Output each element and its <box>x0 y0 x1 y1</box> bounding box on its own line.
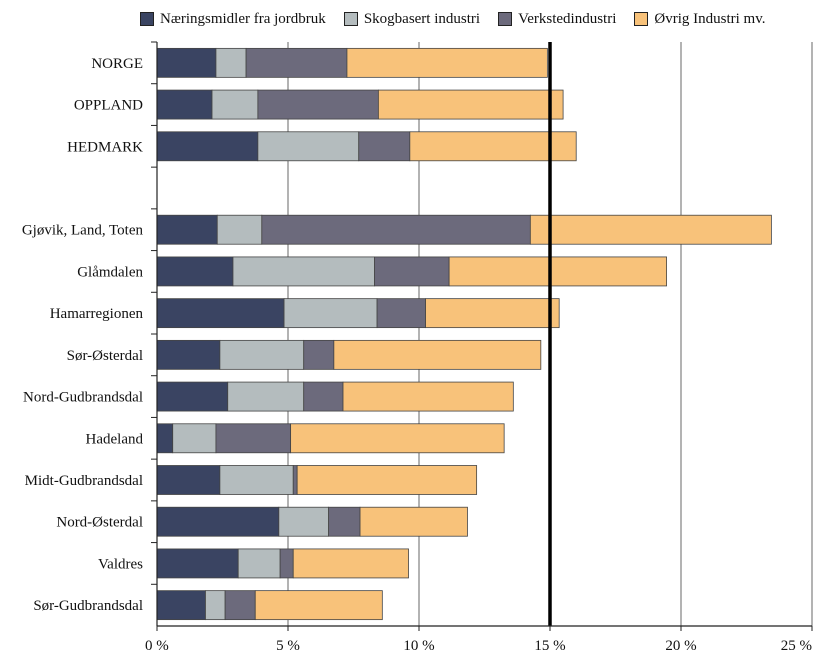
bar-segment <box>374 256 450 287</box>
bar-segment <box>156 298 285 329</box>
category-label: Nord-Østerdal <box>56 515 143 531</box>
bar-segment <box>346 47 548 78</box>
bar-segment <box>156 214 218 245</box>
category-label: Hamarregionen <box>50 306 144 322</box>
bar-segment <box>156 131 259 162</box>
legend-item: Skogbasert industri <box>343 10 481 28</box>
legend-item: Øvrig Industri mv. <box>634 10 766 28</box>
bar-segment <box>303 381 344 412</box>
bar-segment <box>156 506 280 537</box>
bar-segment <box>232 256 375 287</box>
category-label: OPPLAND <box>74 98 143 114</box>
bar-segment <box>292 548 409 579</box>
category-label: Hadeland <box>86 431 144 447</box>
bar-segment <box>292 465 298 495</box>
category-label: NORGE <box>91 56 143 72</box>
category-label: Sør-Gudbrandsdal <box>33 598 143 614</box>
bar-segment <box>219 339 305 370</box>
category-label: Midt-Gudbrandsdal <box>25 473 143 489</box>
x-tick-label: 15 % <box>534 638 565 654</box>
bar-segment <box>279 548 294 579</box>
category-label: Valdres <box>98 556 143 572</box>
category-label: Sør-Østerdal <box>67 348 143 364</box>
legend-label: Øvrig Industri mv. <box>654 10 766 27</box>
legend-swatch <box>498 12 513 26</box>
bar-segment <box>303 339 335 370</box>
bar-segment <box>211 89 259 120</box>
bar-segment <box>205 590 226 621</box>
category-label: Glåmdalen <box>77 264 143 280</box>
bar-segment <box>245 47 348 78</box>
bar-segment <box>156 256 234 287</box>
category-label: HEDMARK <box>67 139 143 155</box>
bar-segment <box>333 339 542 370</box>
bar-segment <box>237 548 281 579</box>
bar-segment <box>529 214 772 245</box>
bar-segment <box>283 298 378 329</box>
bar-segment <box>216 214 263 245</box>
bar-segment <box>257 131 360 162</box>
bar-segment <box>359 506 468 537</box>
bar-segment <box>342 381 514 412</box>
bar-segment <box>172 423 217 454</box>
bar-segment <box>261 214 531 245</box>
bar-segment <box>290 423 505 454</box>
legend-swatch <box>343 12 358 26</box>
category-label: Gjøvik, Land, Toten <box>22 223 144 239</box>
legend-label: Skogbasert industri <box>363 10 481 27</box>
x-tick-label: 25 % <box>781 638 812 654</box>
bar-segment <box>156 590 206 621</box>
legend-swatch <box>140 12 154 26</box>
bar-segment <box>257 89 379 120</box>
bar-segment <box>156 339 221 370</box>
bar-segment <box>219 465 294 495</box>
bar-segment <box>296 465 478 495</box>
legend-item: Næringsmidler fra jordbruk <box>140 11 326 28</box>
bar-segment <box>156 548 239 579</box>
bar-segment <box>215 47 247 78</box>
x-tick-label: 10 % <box>403 638 434 654</box>
bar-segment <box>224 590 256 621</box>
legend-item: Verkstedindustri <box>498 11 616 28</box>
bar-segment <box>448 256 667 287</box>
bar-segment <box>156 47 217 78</box>
bar-segment <box>377 89 564 120</box>
bar-segment <box>376 298 426 329</box>
bar-segment <box>156 381 229 412</box>
x-tick-label: 20 % <box>665 638 696 654</box>
legend-swatch <box>634 12 649 26</box>
legend-label: Næringsmidler fra jordbruk <box>160 10 326 27</box>
legend: Næringsmidler fra jordbruk Skogbasert ind… <box>140 8 816 30</box>
bar-segment <box>215 423 292 454</box>
category-label: Nord-Gudbrandsdal <box>23 390 143 406</box>
bar-segment <box>254 590 383 621</box>
bar-segment <box>156 465 221 495</box>
bar-segment <box>425 298 560 329</box>
bar-segment <box>156 423 174 454</box>
x-tick-label: 5 % <box>276 638 300 654</box>
legend-label: Verkstedindustri <box>518 10 617 27</box>
x-tick-label: 0 % <box>145 638 169 654</box>
bar-segment <box>328 506 361 537</box>
bar-segment <box>358 131 411 162</box>
bar-segment <box>156 89 213 120</box>
bar-segment <box>227 381 305 412</box>
bar-segment <box>278 506 330 537</box>
